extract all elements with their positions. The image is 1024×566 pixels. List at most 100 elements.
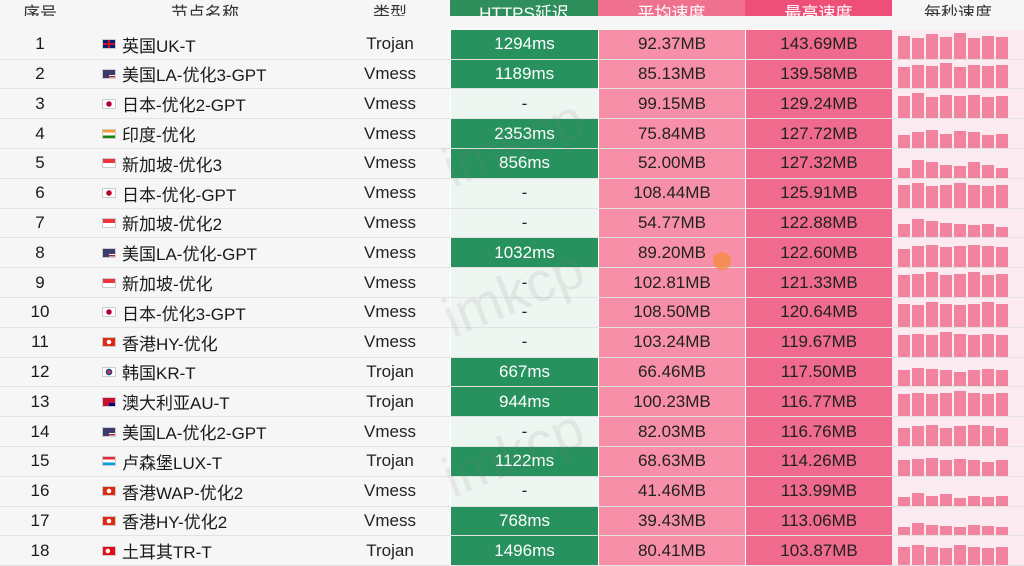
- hk-flag-icon: [102, 486, 116, 497]
- gb-flag-icon: [102, 39, 116, 50]
- sparkline-bar: [926, 245, 938, 268]
- sparkline-bar: [912, 458, 924, 476]
- row-type: Trojan: [330, 536, 450, 566]
- sparkline-bar: [982, 274, 994, 297]
- row-node-name: 香港WAP-优化2: [80, 477, 330, 507]
- header-per-second: 每秒速度: [892, 0, 1024, 16]
- sparkline-bar: [954, 333, 966, 357]
- sparkline-bar: [996, 547, 1008, 566]
- sparkline-bar: [912, 159, 924, 178]
- sparkline-bar: [954, 304, 966, 327]
- row-type: Vmess: [330, 298, 450, 328]
- row-max-speed: 113.99MB: [745, 476, 892, 507]
- row-index: 15: [0, 447, 80, 477]
- node-label: 香港WAP-优化2: [122, 483, 244, 503]
- hk-flag-icon: [102, 337, 116, 348]
- au-flag-icon: [102, 396, 116, 407]
- row-index: 11: [0, 328, 80, 358]
- sparkline-bar: [954, 130, 966, 148]
- row-index: 17: [0, 507, 80, 537]
- sparkline-bar: [996, 334, 1008, 357]
- sparkline-bar: [968, 547, 980, 566]
- row-avg-speed: 92.37MB: [598, 29, 745, 60]
- row-node-name: 印度-优化: [80, 119, 330, 149]
- sparkline-bar: [940, 247, 952, 268]
- row-index: 14: [0, 417, 80, 447]
- node-label: 美国LA-优化2-GPT: [122, 424, 267, 444]
- sparkline-bar: [940, 370, 952, 387]
- sparkline-bar: [968, 271, 980, 297]
- node-label: 美国LA-优化3-GPT: [122, 66, 267, 86]
- row-index: 6: [0, 179, 80, 209]
- header-avg-speed: 平均速度: [598, 0, 745, 16]
- row-index: 7: [0, 209, 80, 239]
- row-max-speed: 120.64MB: [745, 297, 892, 328]
- sparkline-bar: [926, 495, 938, 506]
- sparkline-bar: [996, 393, 1008, 417]
- row-speed-sparkline: [892, 536, 1024, 566]
- row-max-speed: 139.58MB: [745, 59, 892, 90]
- node-label: 日本-优化3-GPT: [122, 304, 246, 324]
- tr-flag-icon: [102, 545, 116, 556]
- sg-flag-icon: [102, 217, 116, 228]
- sparkline-bar: [982, 66, 994, 89]
- row-speed-sparkline: [892, 506, 1024, 537]
- row-max-speed: 117.50MB: [745, 357, 892, 388]
- row-avg-speed: 75.84MB: [598, 119, 745, 149]
- row-latency: 944ms: [450, 387, 598, 418]
- row-index: 13: [0, 387, 80, 418]
- sparkline-bar: [996, 65, 1008, 89]
- sparkline-bar: [898, 96, 910, 119]
- row-index: 10: [0, 298, 80, 328]
- row-max-speed: 103.87MB: [745, 536, 892, 566]
- sparkline-bar: [982, 97, 994, 119]
- sparkline-bar: [982, 134, 994, 148]
- sparkline-bar: [926, 424, 938, 446]
- sparkline-bar: [954, 391, 966, 417]
- sparkline-bar: [940, 548, 952, 566]
- row-speed-sparkline: [892, 297, 1024, 328]
- row-node-name: 新加坡-优化2: [80, 209, 330, 239]
- row-index: 5: [0, 149, 80, 179]
- row-speed-sparkline: [892, 59, 1024, 90]
- sparkline-bar: [982, 301, 994, 327]
- sparkline-bar: [982, 333, 994, 357]
- header-node: 节点名称: [80, 0, 330, 16]
- row-node-name: 新加坡-优化3: [80, 149, 330, 179]
- row-max-speed: 125.91MB: [745, 178, 892, 209]
- node-label: 香港HY-优化: [122, 334, 218, 354]
- row-index: 12: [0, 358, 80, 388]
- row-avg-speed: 80.41MB: [598, 536, 745, 566]
- cursor-icon: [713, 252, 731, 270]
- row-speed-sparkline: [892, 476, 1024, 507]
- sparkline-bar: [912, 368, 924, 387]
- sg-flag-icon: [102, 277, 116, 288]
- sparkline-bar: [996, 495, 1008, 506]
- row-latency: 1032ms: [450, 238, 598, 269]
- sparkline-bar: [912, 523, 924, 536]
- row-max-speed: 127.32MB: [745, 148, 892, 179]
- sparkline-bar: [926, 369, 938, 387]
- row-speed-sparkline: [892, 148, 1024, 179]
- row-latency: -: [450, 268, 598, 298]
- row-node-name: 澳大利亚AU-T: [80, 387, 330, 418]
- sparkline-bar: [912, 131, 924, 148]
- row-latency: -: [450, 89, 598, 120]
- sparkline-bar: [926, 161, 938, 178]
- node-label: 韩国KR-T: [122, 364, 196, 384]
- sparkline-bar: [940, 133, 952, 148]
- row-type: Vmess: [330, 149, 450, 179]
- node-label: 印度-优化: [122, 126, 196, 146]
- sparkline-bar: [982, 496, 994, 506]
- header-type: 类型: [330, 0, 450, 16]
- us-flag-icon: [102, 426, 116, 437]
- row-index: 4: [0, 119, 80, 149]
- sparkline-bar: [954, 182, 966, 208]
- sparkline-bar: [940, 184, 952, 208]
- sparkline-bar: [926, 301, 938, 327]
- sparkline-bar: [996, 36, 1008, 59]
- sparkline-bar: [996, 370, 1008, 387]
- sparkline-bar: [912, 219, 924, 238]
- sparkline-bar: [912, 425, 924, 446]
- sparkline-bar: [926, 394, 938, 417]
